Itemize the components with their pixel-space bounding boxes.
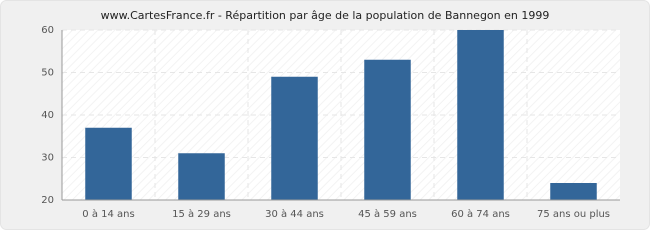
bar	[85, 127, 132, 200]
bar	[271, 76, 318, 200]
y-tick-label: 60	[41, 25, 54, 36]
page: www.CartesFrance.fr - Répartition par âg…	[0, 0, 650, 230]
bar	[457, 30, 504, 200]
bar	[178, 153, 225, 200]
x-tick-label: 0 à 14 ans	[82, 208, 134, 220]
x-tick-label: 60 à 74 ans	[451, 208, 510, 220]
bar	[550, 183, 597, 200]
chart: www.CartesFrance.fr - Répartition par âg…	[0, 0, 650, 230]
x-tick-label: 15 à 29 ans	[172, 208, 231, 220]
y-tick-label: 50	[41, 68, 54, 79]
y-tick-label: 40	[41, 110, 54, 121]
x-tick-label: 30 à 44 ans	[265, 208, 324, 220]
bar	[364, 59, 411, 200]
y-tick-label: 20	[41, 195, 54, 206]
y-tick-label: 30	[41, 153, 54, 164]
x-tick-label: 75 ans ou plus	[537, 209, 610, 220]
x-tick-label: 45 à 59 ans	[358, 208, 417, 220]
chart-title: www.CartesFrance.fr - Répartition par âg…	[101, 9, 550, 22]
